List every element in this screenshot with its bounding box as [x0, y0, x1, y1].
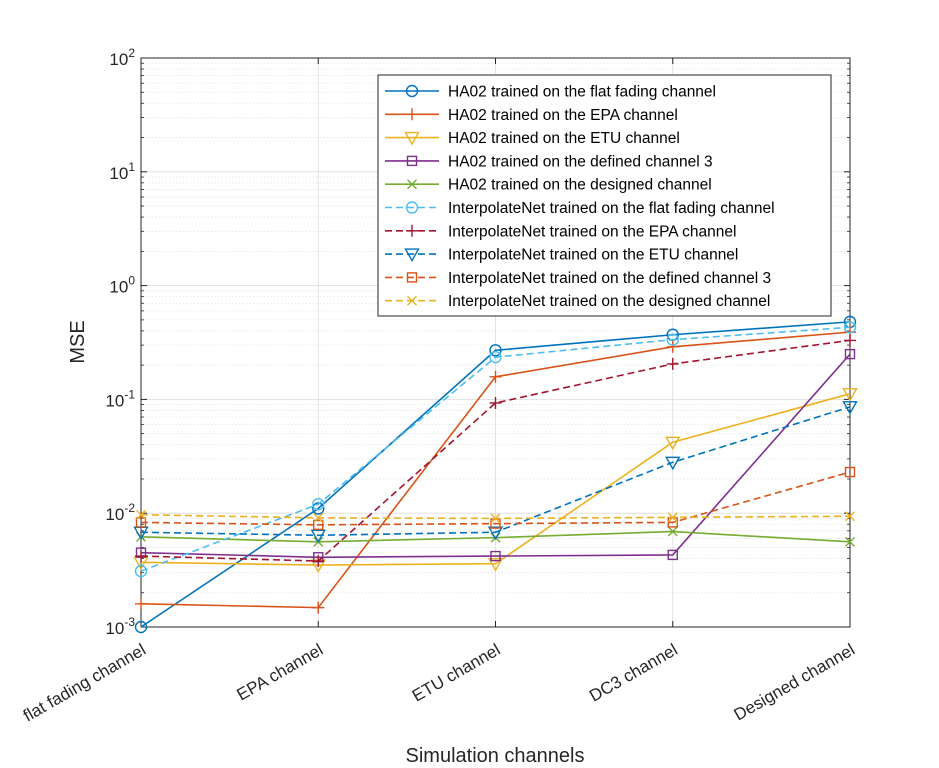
legend-entry: HA02 trained on the designed channel [385, 177, 712, 194]
data-point [667, 549, 678, 561]
y-tick-label: 100 [109, 274, 135, 297]
legend-label: HA02 trained on the designed channel [448, 177, 712, 194]
data-point [845, 536, 855, 547]
legend-label: InterpolateNet trained on the defined ch… [448, 270, 771, 287]
data-point [135, 517, 147, 528]
series-4 [135, 348, 856, 563]
data-point [406, 108, 418, 121]
data-point [405, 84, 419, 98]
x-tick-label: Designed channel [731, 640, 858, 725]
legend-label: HA02 trained on the EPA channel [448, 107, 678, 124]
legend-label: InterpolateNet trained on the flat fadin… [448, 200, 775, 217]
data-point [136, 509, 146, 520]
y-tick-label: 102 [109, 46, 135, 69]
x-axis-label: Simulation channels [406, 745, 585, 767]
data-point [404, 248, 420, 263]
series-line [140, 321, 851, 628]
data-point [134, 620, 148, 634]
data-point [135, 550, 147, 563]
legend-entry: InterpolateNet trained on the designed c… [385, 293, 770, 310]
data-point [407, 295, 417, 306]
data-point [405, 201, 419, 214]
data-point [844, 348, 856, 360]
data-point [134, 564, 148, 578]
x-tick-label: DC3 channel [586, 640, 681, 706]
series-line [140, 471, 851, 526]
legend-entry: HA02 trained on the defined channel 3 [385, 153, 713, 170]
series-1 [134, 315, 857, 634]
data-point [135, 597, 147, 610]
x-tick-label: flat fading channel [20, 640, 149, 725]
data-point [489, 396, 502, 409]
legend-label: HA02 trained on the flat fading channel [448, 84, 716, 101]
series-line [140, 353, 851, 559]
data-point [490, 513, 501, 524]
legend-label: InterpolateNet trained on the designed c… [448, 293, 770, 310]
data-point [665, 436, 681, 451]
data-point [312, 497, 325, 511]
data-point [312, 502, 325, 515]
series-10 [136, 509, 855, 524]
legend-entry: InterpolateNet trained on the EPA channe… [385, 223, 736, 240]
legend-entry: InterpolateNet trained on the ETU channe… [385, 247, 738, 264]
data-point [665, 456, 681, 471]
x-tick-label: EPA channel [234, 640, 327, 705]
data-point [404, 131, 420, 146]
data-point [490, 550, 501, 562]
data-point [666, 340, 679, 353]
y-tick-labels: 10-3 10-2 10-1 100 101 102 [105, 46, 135, 638]
series-layer [133, 315, 858, 634]
y-tick-label: 101 [109, 160, 135, 183]
data-point [667, 526, 678, 537]
legend-entry: InterpolateNet trained on the flat fadin… [385, 200, 775, 217]
legend-label: InterpolateNet trained on the ETU channe… [448, 247, 738, 264]
data-point [487, 526, 504, 541]
legend-label: HA02 trained on the defined channel 3 [448, 153, 713, 170]
data-point [310, 529, 326, 544]
data-point [845, 511, 855, 522]
y-tick-label: 10-3 [105, 615, 135, 638]
series-6 [134, 321, 857, 578]
series-line [140, 326, 851, 572]
series-7 [135, 334, 856, 568]
legend: HA02 trained on the flat fading channel H… [377, 74, 832, 317]
data-point [843, 321, 857, 334]
x-tick-labels: flat fading channel EPA channel ETU channe… [20, 640, 858, 725]
series-line [140, 406, 851, 537]
data-point [406, 224, 418, 237]
y-axis-label: MSE [67, 320, 89, 363]
legend-label: InterpolateNet trained on the EPA channe… [448, 223, 736, 240]
legend-label: HA02 trained on the ETU channel [448, 130, 680, 147]
data-point [666, 333, 679, 346]
data-point [489, 344, 502, 357]
y-tick-label: 10-1 [105, 387, 135, 410]
data-point [312, 601, 325, 614]
y-tick-label: 10-2 [105, 501, 135, 524]
legend-entry: InterpolateNet trained on the defined ch… [385, 270, 771, 287]
data-point [406, 272, 418, 283]
data-point [312, 555, 325, 568]
data-point [407, 179, 417, 190]
series-line [140, 393, 851, 566]
data-point [313, 512, 324, 523]
data-point [844, 334, 856, 347]
legend-entry: HA02 trained on the EPA channel [385, 107, 678, 124]
legend-box [377, 74, 832, 317]
data-point [406, 155, 418, 167]
data-point [313, 519, 324, 531]
series-line [140, 339, 851, 562]
x-tick-label: ETU channel [409, 640, 504, 706]
data-point [487, 557, 504, 572]
data-point [842, 401, 858, 415]
data-point [842, 388, 858, 402]
data-point [489, 370, 502, 383]
legend-entry: HA02 trained on the ETU channel [385, 130, 680, 147]
data-point [666, 357, 679, 370]
legend-entry: HA02 trained on the flat fading channel [385, 84, 716, 101]
data-point [667, 512, 678, 523]
data-point [844, 466, 856, 478]
axis-ticks [140, 57, 851, 628]
data-point [489, 350, 502, 364]
